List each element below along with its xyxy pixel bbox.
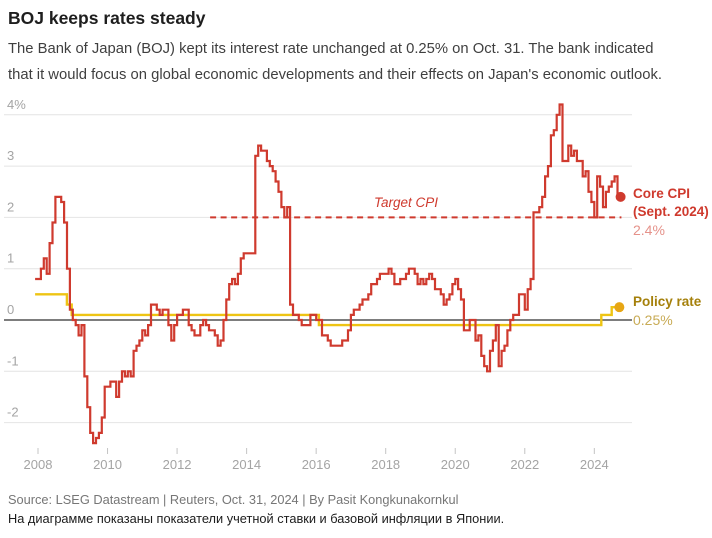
x-axis-label: 2018 <box>371 457 400 472</box>
chart-area: -2 -1 0 1 2 3 4% 2008 2010 2012 2014 2016 2018 2020 20… <box>0 90 712 482</box>
core-cpi-label-line2: (Sept. 2024) <box>633 204 709 219</box>
y-axis-label: 4% <box>7 97 26 112</box>
page-title: BOJ keeps rates steady <box>8 8 206 28</box>
x-axis-label: 2024 <box>580 457 609 472</box>
subtitle-line-1: The Bank of Japan (BOJ) kept its interes… <box>8 41 654 57</box>
chart-subtitle: The Bank of Japan (BOJ) kept its interes… <box>8 36 710 88</box>
source-attribution: Source: LSEG Datastream | Reuters, Oct. … <box>8 492 459 507</box>
x-axis-label: 2014 <box>232 457 261 472</box>
chart-canvas: -2 -1 0 1 2 3 4% 2008 2010 2012 2014 2016 2018 2020 20… <box>4 97 632 472</box>
core-cpi-end-dot <box>615 191 626 202</box>
core-cpi-label-line1: Core CPI <box>633 186 691 201</box>
target-cpi-label: Target CPI <box>374 195 439 210</box>
core-cpi-latest-value: 2.4% <box>633 222 665 238</box>
x-axis-label: 2008 <box>24 457 53 472</box>
y-axis-label: 1 <box>7 251 14 266</box>
y-axis-label: 2 <box>7 199 14 214</box>
y-axis-label: 0 <box>7 302 14 317</box>
policy-rate-latest-value: 0.25% <box>633 312 673 328</box>
subtitle-line-2: that it would focus on global economic d… <box>8 67 663 83</box>
policy-rate-end-dot <box>614 302 625 313</box>
y-axis-label: -1 <box>7 353 19 368</box>
x-axis-label: 2010 <box>93 457 122 472</box>
core-cpi-line <box>35 103 620 445</box>
x-axis-label: 2016 <box>302 457 331 472</box>
chart-description-note: На диаграмме показаны показатели учетной… <box>8 511 505 526</box>
y-axis-label: 3 <box>7 148 14 163</box>
policy-rate-series-label: Policy rate <box>633 294 702 309</box>
x-axis-label: 2022 <box>510 457 539 472</box>
core-cpi-series-label: Core CPI (Sept. 2024) <box>633 185 709 221</box>
y-axis-label: -2 <box>7 405 19 420</box>
x-axis-label: 2020 <box>441 457 470 472</box>
x-axis-label: 2012 <box>163 457 192 472</box>
